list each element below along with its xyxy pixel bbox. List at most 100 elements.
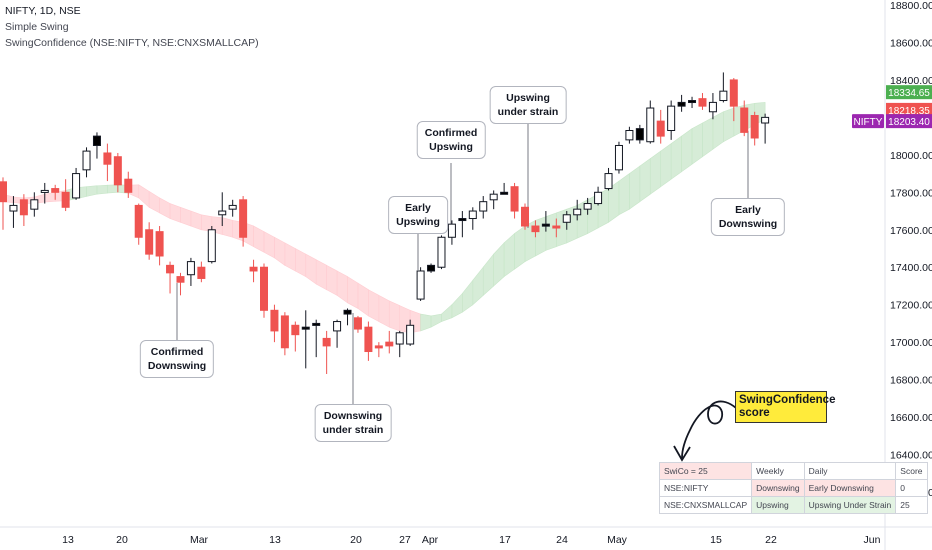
candle-body	[573, 208, 582, 216]
candle-body	[708, 101, 717, 113]
callout-line: Upswing	[396, 216, 440, 228]
swing-band-segment	[274, 236, 286, 266]
swing-band-segment	[472, 266, 484, 306]
swing-band-segment	[514, 225, 526, 270]
price-tag-symbol-badge	[852, 114, 884, 129]
indicator-swingconfidence: SwingConfidence (NSE:NIFTY, NSE:CNXSMALL…	[5, 37, 259, 49]
table-cell: 25	[895, 496, 928, 514]
price-tick-label: 18800.00	[890, 0, 932, 12]
candle-body	[416, 270, 425, 300]
candle-body	[61, 191, 70, 208]
swing-band-segment	[649, 150, 662, 195]
time-tick-label: Jun	[864, 534, 881, 546]
time-tick-label: 22	[765, 534, 777, 546]
table-cell: Upswing	[751, 496, 805, 514]
candle-body	[614, 144, 623, 171]
price-tag	[886, 114, 932, 129]
swing-band-segment	[670, 135, 682, 180]
callout-line: Confirmed	[424, 127, 478, 139]
swing-band-segment	[169, 203, 181, 223]
candle-body	[667, 105, 676, 131]
candle-body	[51, 188, 60, 193]
table-cell: Weekly	[751, 462, 805, 480]
candle-body	[500, 191, 509, 195]
price-tag	[886, 102, 932, 117]
time-tick-label: May	[607, 534, 628, 546]
swing-band-segment	[451, 292, 463, 319]
candle-body	[604, 173, 613, 190]
swing-band-segment	[482, 253, 494, 296]
candle-body	[239, 199, 248, 238]
candle-body	[207, 229, 216, 263]
swing-band-segment	[107, 184, 119, 194]
table-cell: Downswing	[751, 479, 805, 497]
candle-body	[103, 152, 112, 165]
swing-band-segment	[347, 276, 359, 309]
swing-band-segment	[430, 313, 442, 328]
swing-band-segment	[253, 225, 265, 253]
candle-body	[0, 181, 7, 203]
swing-band-segment	[660, 143, 672, 188]
price-tick-label: 16800.00	[890, 375, 932, 387]
swingconfidence-score-table: SwiCo = 25 Weekly Daily Score NSE:NIFTY …	[658, 462, 928, 514]
candle-body	[260, 266, 268, 311]
candle-body	[72, 173, 81, 199]
swing-band-segment	[535, 216, 547, 257]
swing-band-segment	[388, 300, 401, 332]
price-tag-value: 18203.40	[888, 117, 930, 128]
candle-body	[698, 98, 707, 107]
swing-band-segment	[493, 242, 505, 287]
candle-body	[468, 210, 477, 220]
candle-body	[333, 321, 342, 332]
callout-upswing-under-strain: Upswing under strain	[489, 86, 567, 124]
swing-band-segment	[639, 158, 651, 203]
time-tick-label: 27	[399, 534, 411, 546]
candle-body	[270, 309, 279, 332]
callout-line: Downswing	[323, 410, 383, 422]
time-tick-label: 13	[62, 534, 74, 546]
callout-line: Downswing	[718, 218, 778, 230]
table-header-row: SwiCo = 25 Weekly Daily Score	[658, 462, 928, 480]
candle-body	[510, 186, 519, 212]
candle-body	[134, 204, 143, 238]
candle-body	[124, 178, 133, 193]
candle-body	[395, 332, 404, 345]
swing-band-segment	[545, 212, 557, 251]
candle-body	[635, 128, 644, 141]
candle-body	[249, 266, 258, 272]
candle-body	[740, 107, 749, 133]
swing-band-segment	[201, 214, 213, 233]
table-cell: Score	[895, 462, 928, 480]
candle-body	[322, 337, 331, 347]
time-tick-label: 15	[710, 534, 722, 546]
candle-body	[489, 193, 498, 201]
callout-confirmed-upswing: Confirmed Upswing	[416, 121, 486, 159]
candle-body	[406, 324, 415, 345]
callout-confirmed-downswing: Confirmed Downswing	[139, 340, 215, 378]
table-cell: NSE:CNXSMALLCAP	[658, 496, 753, 514]
candle-body	[447, 223, 456, 238]
swing-band-segment	[702, 116, 714, 158]
callout-early-upswing: Early Upswing	[388, 196, 448, 234]
price-tick-label: 16400.00	[890, 450, 932, 462]
candle-body	[343, 309, 352, 315]
candle-body	[197, 266, 206, 279]
candle-body	[625, 129, 634, 141]
candle-body	[750, 115, 759, 139]
swing-band-segment	[357, 282, 369, 317]
candle-body	[479, 201, 488, 212]
candle-body	[562, 214, 571, 223]
table-row: NSE:NIFTY Downswing Early Downswing 0	[658, 479, 928, 497]
callout-line: Upswing	[429, 141, 473, 153]
callout-line: Early	[735, 204, 761, 216]
price-tick-label: 18000.00	[890, 150, 932, 162]
swing-band-segment	[138, 184, 150, 208]
price-tag	[886, 85, 932, 100]
candle-body	[437, 236, 446, 268]
candle-body	[19, 199, 28, 216]
candle-body	[176, 276, 185, 283]
swing-band-segment	[44, 191, 56, 203]
table-cell: NSE:NIFTY	[658, 479, 753, 497]
price-tick-label: 17200.00	[890, 300, 932, 312]
